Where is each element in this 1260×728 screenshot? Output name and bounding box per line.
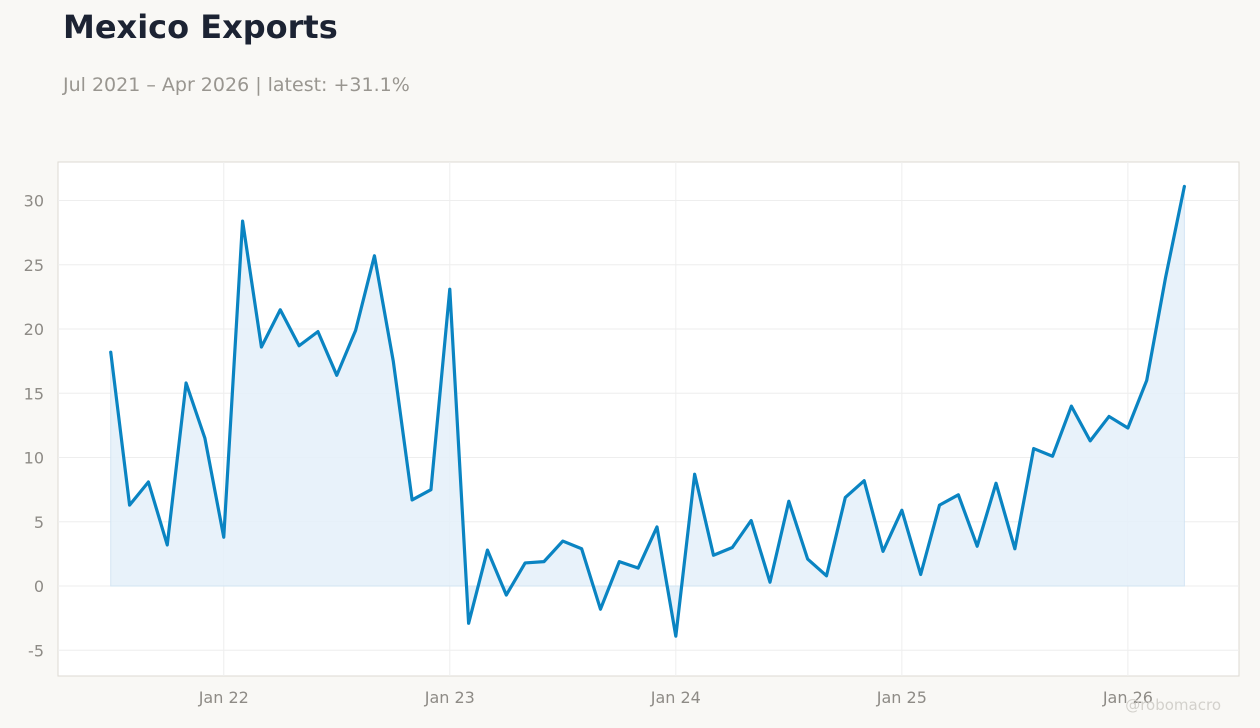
x-tick-label: Jan 24 [650,688,701,707]
x-tick-label: Jan 22 [198,688,249,707]
y-tick-label: 10 [24,449,44,468]
y-tick-label: 30 [24,192,44,211]
x-tick-label: Jan 25 [876,688,927,707]
x-tick-label: Jan 23 [424,688,475,707]
chart-title: Mexico Exports [63,8,338,46]
chart-subtitle: Jul 2021 – Apr 2026 | latest: +31.1% [63,74,410,96]
series-line [109,184,1186,638]
watermark: @robomacro [1125,696,1221,714]
y-tick-label: 15 [24,384,44,403]
x-tick-label: Jan 26 [1102,688,1153,707]
y-tick-label: -5 [28,641,44,660]
y-tick-label: 0 [34,577,44,596]
y-tick-label: 25 [24,256,44,275]
y-tick-label: 20 [24,320,44,339]
y-tick-label: 5 [34,513,44,532]
